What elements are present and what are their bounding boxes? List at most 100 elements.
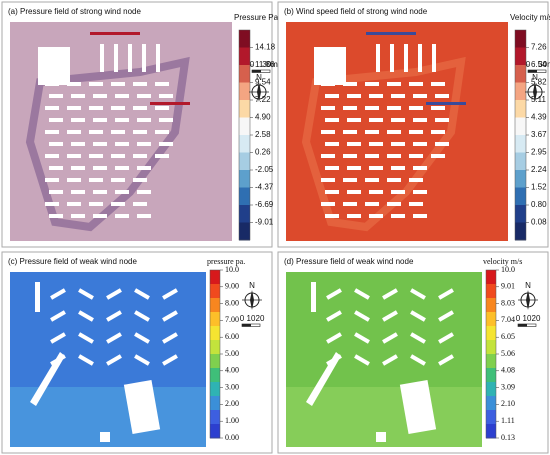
- building: [89, 154, 103, 158]
- colorbar-tick-label: -2.05: [255, 165, 274, 174]
- building: [137, 214, 151, 218]
- building: [50, 332, 66, 344]
- building: [89, 202, 103, 206]
- building: [382, 310, 398, 322]
- building: [382, 332, 398, 344]
- building: [49, 142, 63, 146]
- colorbar-tick-label: 9.00: [225, 282, 239, 291]
- building: [409, 106, 423, 110]
- buildings: [286, 282, 482, 447]
- building: [78, 310, 94, 322]
- colorbar-segment: [210, 410, 220, 425]
- building: [115, 166, 129, 170]
- building: [133, 178, 147, 182]
- building: [134, 354, 150, 366]
- colorbar-tick-label: 4.00: [225, 366, 239, 375]
- building: [38, 47, 70, 85]
- building: [435, 142, 449, 146]
- building: [391, 118, 405, 122]
- building: [325, 118, 339, 122]
- building: [418, 44, 422, 72]
- colorbar-tick-label: -6.69: [255, 200, 274, 209]
- colorbar-tick-label: 0.08: [531, 218, 547, 227]
- building: [134, 310, 150, 322]
- colorbar-tick-label: 4.39: [531, 113, 547, 122]
- colorbar-segment: [515, 100, 526, 118]
- colorbar-segment: [486, 424, 496, 439]
- building: [382, 354, 398, 366]
- building: [142, 44, 146, 72]
- building: [115, 142, 129, 146]
- building: [71, 94, 85, 98]
- colorbar-segment: [515, 82, 526, 101]
- building: [71, 214, 85, 218]
- building: [438, 332, 454, 344]
- colorbar-tick-label: 9.01: [501, 282, 515, 291]
- colorbar-segment: [515, 135, 526, 153]
- building: [50, 288, 66, 300]
- building: [67, 154, 81, 158]
- colorbar-segment: [515, 47, 526, 66]
- site-halo: [25, 56, 190, 232]
- building: [93, 190, 107, 194]
- buildings: [10, 282, 206, 447]
- colorbar-segment: [210, 424, 220, 439]
- panel-title: (c) Pressure field of weak wind node: [8, 257, 138, 266]
- building: [321, 154, 335, 158]
- colorbar-tick-label: 4.08: [501, 366, 515, 375]
- building: [159, 118, 173, 122]
- building: [354, 288, 370, 300]
- colorbar-segment: [239, 65, 250, 83]
- building: [347, 190, 361, 194]
- building: [49, 190, 63, 194]
- colorbar-tick-label: 5.82: [531, 78, 547, 87]
- building: [382, 288, 398, 300]
- building: [413, 214, 427, 218]
- building: [343, 202, 357, 206]
- building: [404, 44, 408, 72]
- building: [365, 178, 379, 182]
- colorbar-segment: [210, 326, 220, 341]
- colorbar-tick-label: 11.86: [255, 60, 275, 69]
- building: [93, 142, 107, 146]
- building: [343, 130, 357, 134]
- building: [156, 44, 160, 72]
- building: [410, 354, 426, 366]
- building: [413, 118, 427, 122]
- building: [45, 130, 59, 134]
- building: [30, 352, 65, 406]
- building: [387, 178, 401, 182]
- building: [321, 130, 335, 134]
- building: [431, 82, 445, 86]
- colorbar-tick-label: 0.26: [255, 148, 271, 157]
- building: [111, 178, 125, 182]
- colorbar-tick-label: 7.04: [501, 315, 515, 324]
- building: [115, 190, 129, 194]
- building: [150, 102, 190, 105]
- building: [347, 94, 361, 98]
- building: [89, 82, 103, 86]
- building: [369, 142, 383, 146]
- scale-label: 0: [250, 60, 255, 69]
- scale-label: 0: [516, 314, 521, 323]
- building: [431, 130, 445, 134]
- colorbar-segment: [486, 298, 496, 313]
- building: [115, 94, 129, 98]
- colorbar-tick-label: 2.58: [255, 130, 271, 139]
- colorbar-tick-label: 5.00: [225, 349, 239, 358]
- building: [49, 118, 63, 122]
- building: [100, 44, 104, 72]
- building: [325, 190, 339, 194]
- building: [321, 178, 335, 182]
- building: [128, 44, 132, 72]
- building: [326, 288, 342, 300]
- building: [67, 130, 81, 134]
- building: [89, 130, 103, 134]
- colorbar-segment: [210, 382, 220, 397]
- building: [321, 82, 335, 86]
- building: [134, 288, 150, 300]
- building: [391, 166, 405, 170]
- building: [347, 214, 361, 218]
- building: [49, 166, 63, 170]
